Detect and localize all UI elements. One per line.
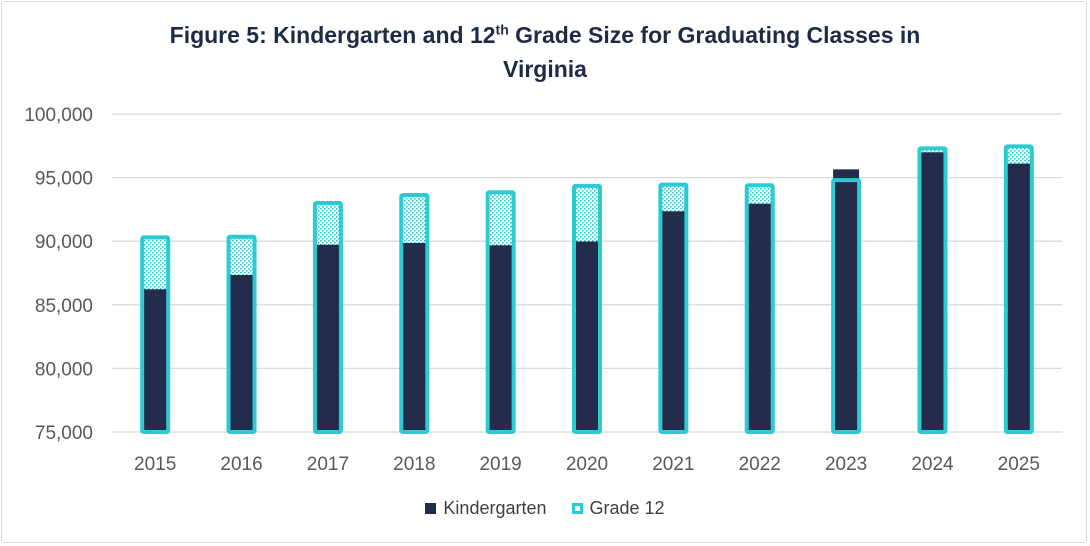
grade-12-bar-outline [226,234,257,434]
kindergarten-bar [228,275,255,432]
grade-12-bar-outline [658,182,689,434]
x-tick-label: 2018 [393,454,435,475]
title-rest: Grade Size for Graduating Classes in Vir… [503,22,921,82]
x-tick-label: 2023 [825,454,867,475]
x-tick-label: 2015 [134,454,176,475]
kindergarten-bar [314,244,341,432]
y-tick-label: 90,000 [35,232,93,253]
chart-title: Figure 5: Kindergarten and 12th Grade Si… [0,18,1090,86]
kindergarten-bar [574,241,600,432]
y-tick-label: 85,000 [35,296,93,317]
x-tick-label: 2025 [998,454,1040,475]
grade-12-bar-outline [312,201,343,434]
grade-12-bar-outline [572,183,602,434]
y-tick-label: 95,000 [35,169,93,190]
kindergarten-bar [919,152,946,432]
y-tick-label: 100,000 [24,105,93,126]
x-tick-label: 2017 [307,454,349,475]
kindergarten-bar [401,242,428,432]
legend: Kindergarten Grade 12 [0,498,1090,519]
x-tick-label: 2024 [911,454,954,475]
x-tick-label: 2016 [220,454,262,475]
x-tick-label: 2020 [566,454,608,475]
grade-12-bar-outline [917,146,948,434]
kindergarten-bar [1005,163,1032,432]
title-superscript: th [495,21,509,38]
legend-item-grade-12: Grade 12 [571,498,665,519]
kindergarten-bar [142,289,169,432]
legend-label: Kindergarten [443,498,547,518]
grade-12-bar-outline [485,190,516,434]
grade-12-bar-outline [399,193,430,434]
kindergarten-bar [487,245,514,432]
kindergarten-bar [660,211,687,432]
grade-12-bar-outline [140,235,171,434]
grade-12-bar-outline [744,183,775,434]
title-main: Figure 5: Kindergarten and 12 [169,22,496,48]
y-tick-label: 75,000 [35,423,93,444]
grade-12-bar-outline [1003,144,1034,434]
legend-label: Grade 12 [589,498,665,518]
legend-swatch-grade-12 [571,503,583,514]
legend-item-kindergarten: Kindergarten [425,498,547,519]
kindergarten-bar [833,169,860,432]
grade-12-bar-outline [831,178,862,434]
legend-swatch-kindergarten [425,503,437,514]
y-tick-label: 80,000 [35,359,93,380]
x-tick-label: 2021 [652,454,694,475]
x-tick-label: 2019 [479,454,521,475]
kindergarten-bar [746,203,773,432]
x-tick-label: 2022 [739,454,781,475]
